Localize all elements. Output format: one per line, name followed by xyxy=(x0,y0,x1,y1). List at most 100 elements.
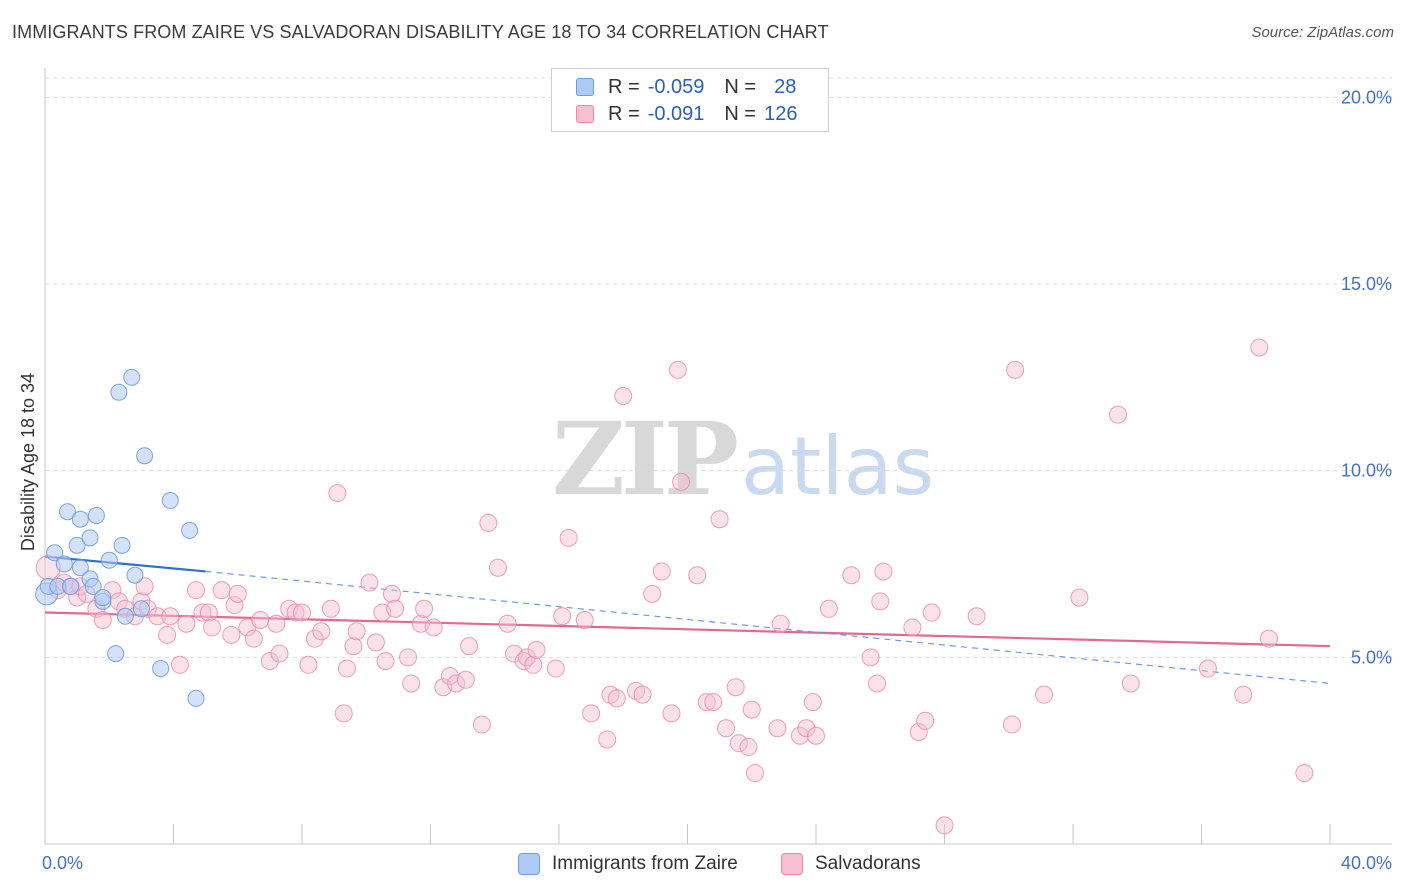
salvadorans-point xyxy=(186,581,205,600)
salvadorans-point xyxy=(819,599,838,618)
y-tick-label: 10.0% xyxy=(1341,461,1392,481)
zaire-point xyxy=(46,544,64,562)
zaire-point xyxy=(55,555,73,573)
salvadorans-point xyxy=(386,599,405,618)
salvadorans-point xyxy=(1259,629,1278,648)
salvadorans-point xyxy=(479,513,498,532)
legend-r-value: -0.059 xyxy=(647,75,705,98)
y-axis-label: Disability Age 18 to 34 xyxy=(18,373,38,551)
salvadorans-point xyxy=(668,360,687,379)
zaire-point xyxy=(100,551,118,569)
salvadorans-point xyxy=(376,652,395,671)
salvadorans-point xyxy=(916,711,935,730)
salvadorans-point xyxy=(321,599,340,618)
salvadorans-point xyxy=(170,655,189,674)
salvadorans-point xyxy=(270,644,289,663)
salvadorans-point xyxy=(807,726,825,745)
salvadorans-trend-line xyxy=(44,611,1331,648)
legend-n-value: 28 xyxy=(774,75,797,98)
salvadorans-point xyxy=(148,607,167,626)
salvadorans-point xyxy=(1234,685,1253,704)
zaire-point xyxy=(84,577,102,595)
salvadorans-point xyxy=(328,484,347,503)
y-tick-label: 20.0% xyxy=(1341,87,1392,107)
salvadorans-point xyxy=(662,704,681,723)
salvadorans-point xyxy=(399,648,418,667)
salvadorans-point xyxy=(360,573,379,592)
salvadorans-point xyxy=(861,648,880,667)
salvadorans-point xyxy=(524,655,543,674)
zaire-point xyxy=(71,510,89,528)
salvadorans-point xyxy=(1121,674,1140,693)
salvadorans-point xyxy=(244,629,263,648)
salvadorans-point xyxy=(460,637,479,656)
salvadorans-point xyxy=(472,715,491,734)
salvadorans-point xyxy=(337,659,356,678)
zaire-point xyxy=(94,589,112,607)
zaire-point xyxy=(110,383,128,401)
legend-r-label: R = xyxy=(608,75,640,98)
zaire-point xyxy=(126,566,144,584)
salvadorans-point xyxy=(704,693,723,712)
watermark-zip: ZIP xyxy=(552,400,739,518)
salvadorans-point xyxy=(903,618,922,637)
salvadorans-point xyxy=(424,618,443,637)
salvadorans-point xyxy=(456,670,475,689)
salvadorans-point xyxy=(771,614,790,633)
salvadorans-point xyxy=(286,603,305,622)
trend-lines xyxy=(44,555,1331,685)
bottom-legend-zaire: Immigrants from Zaire xyxy=(518,851,738,877)
zaire-points xyxy=(35,368,205,707)
gridlines xyxy=(45,77,1392,658)
legend-swatch-zaire xyxy=(576,78,594,96)
salvadorans-point xyxy=(199,603,218,622)
salvadorans-point xyxy=(842,566,861,585)
watermark: ZIPatlas xyxy=(552,400,934,518)
salvadorans-point xyxy=(161,607,180,626)
salvadorans-point xyxy=(334,704,353,723)
salvadorans-point xyxy=(260,652,279,671)
salvadorans-point xyxy=(688,566,707,585)
legend-r-value: -0.091 xyxy=(647,102,705,125)
salvadorans-point xyxy=(909,723,928,741)
salvadorans-point xyxy=(874,562,893,581)
salvadorans-point xyxy=(652,562,671,581)
salvadorans-point xyxy=(1295,764,1314,783)
salvadorans-point xyxy=(193,603,212,622)
zaire-trend-extension xyxy=(205,570,1331,685)
salvadorans-point xyxy=(1198,659,1217,678)
salvadorans-point xyxy=(212,581,231,600)
salvadorans-point xyxy=(797,719,816,738)
zaire-point xyxy=(62,577,80,595)
watermark-atlas: atlas xyxy=(740,420,935,513)
salvadorans-point xyxy=(293,603,311,622)
salvadorans-point xyxy=(488,558,507,577)
salvadorans-point xyxy=(312,622,331,641)
zaire-point xyxy=(136,447,154,465)
salvadorans-point xyxy=(726,678,745,697)
salvadorans-point xyxy=(697,693,716,712)
salvadorans-point xyxy=(575,611,594,629)
salvadorans-point xyxy=(93,611,112,629)
salvadorans-point xyxy=(717,719,736,738)
salvadorans-point xyxy=(739,737,758,756)
salvadorans-point xyxy=(498,614,517,633)
salvadorans-point xyxy=(710,510,729,529)
salvadorans-point xyxy=(1108,405,1127,424)
bottom-legend-label-zaire: Immigrants from Zaire xyxy=(552,853,738,874)
legend-swatch-salvadorans xyxy=(576,105,594,123)
legend-n-label: N = xyxy=(724,75,757,98)
salvadorans-point xyxy=(402,674,421,693)
salvadorans-point xyxy=(803,693,822,712)
zaire-point xyxy=(152,660,170,678)
chart-title: IMMIGRANTS FROM ZAIRE VS SALVADORAN DISA… xyxy=(12,22,829,42)
salvadorans-point xyxy=(366,633,385,652)
y-tick-label: 5.0% xyxy=(1351,647,1392,667)
salvadorans-points xyxy=(35,338,1314,835)
axes xyxy=(44,68,1392,845)
salvadorans-point xyxy=(790,726,809,745)
salvadorans-point xyxy=(135,577,154,596)
zaire-point xyxy=(71,559,89,577)
zaire-point xyxy=(132,600,150,618)
salvadorans-point xyxy=(868,674,887,693)
